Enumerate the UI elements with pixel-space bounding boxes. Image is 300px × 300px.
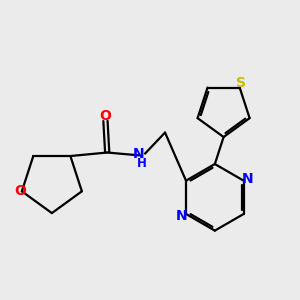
Text: N: N <box>242 172 254 186</box>
Text: N: N <box>176 209 188 223</box>
Text: O: O <box>14 184 26 198</box>
Text: O: O <box>100 109 111 123</box>
Text: N: N <box>133 147 145 160</box>
Text: S: S <box>236 76 246 90</box>
Text: H: H <box>137 157 147 169</box>
